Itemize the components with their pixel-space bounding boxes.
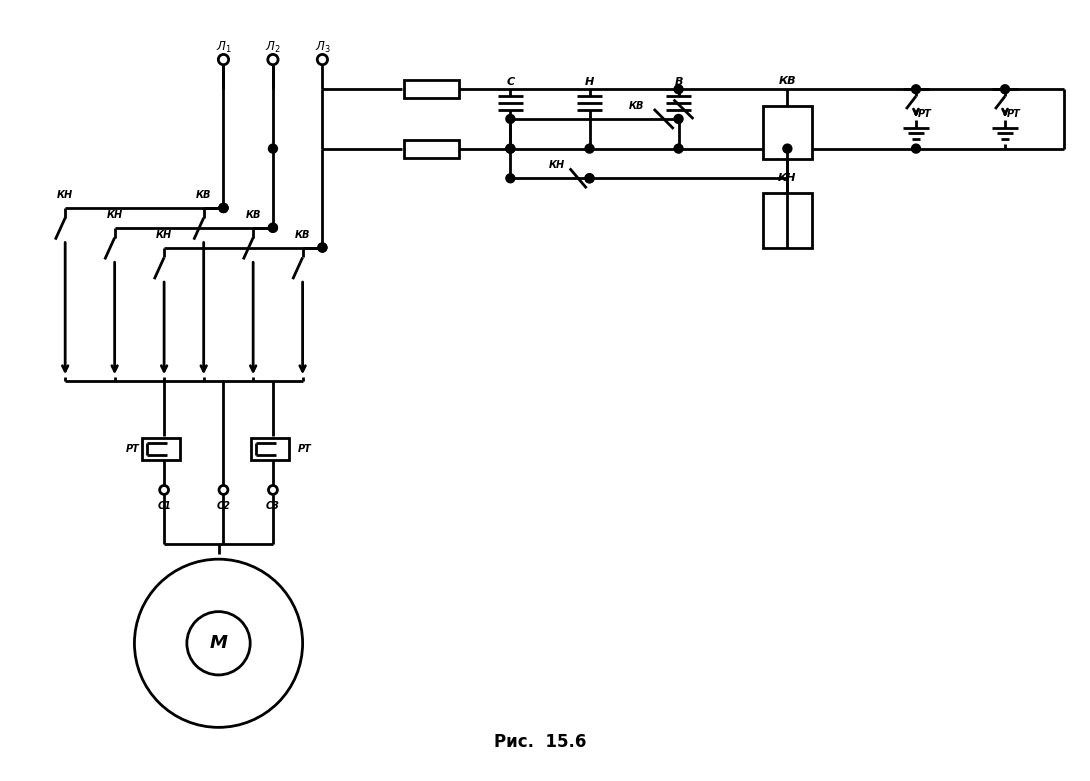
Circle shape <box>912 144 920 152</box>
Text: С2: С2 <box>217 501 230 511</box>
Text: В: В <box>675 77 682 87</box>
Text: Н: Н <box>585 77 594 87</box>
Bar <box>403 140 459 158</box>
Circle shape <box>317 55 328 65</box>
Text: РТ: РТ <box>918 109 932 119</box>
Text: С: С <box>507 77 514 87</box>
Circle shape <box>159 486 169 494</box>
Circle shape <box>269 224 277 231</box>
Circle shape <box>219 486 228 494</box>
Circle shape <box>585 174 593 182</box>
Circle shape <box>507 174 514 182</box>
Text: КВ: КВ <box>778 77 796 87</box>
Text: КН: КН <box>156 230 172 240</box>
Circle shape <box>507 144 514 152</box>
Text: КН: КН <box>57 190 73 200</box>
Circle shape <box>134 559 303 727</box>
Circle shape <box>585 174 593 182</box>
Circle shape <box>507 144 514 152</box>
Text: КН: КН <box>107 210 123 220</box>
Text: $\mathit{Л}_1$: $\mathit{Л}_1$ <box>216 40 231 55</box>
Circle shape <box>268 486 277 494</box>
Bar <box>403 80 459 98</box>
Circle shape <box>220 204 227 212</box>
Text: КН: КН <box>548 160 565 170</box>
Circle shape <box>912 85 920 93</box>
Circle shape <box>269 144 277 152</box>
Circle shape <box>675 115 682 123</box>
Text: КВ: КВ <box>629 101 644 111</box>
Text: КВ: КВ <box>295 230 311 240</box>
Circle shape <box>318 244 326 251</box>
Text: КВ: КВ <box>196 190 211 200</box>
Circle shape <box>675 144 682 152</box>
Text: РТ: РТ <box>298 444 312 455</box>
Text: С3: С3 <box>266 501 280 511</box>
Text: КН: КН <box>778 173 797 184</box>
Bar <box>763 106 812 159</box>
Text: С1: С1 <box>157 501 171 511</box>
Text: РТ: РТ <box>1007 109 1020 119</box>
Bar <box>143 438 180 460</box>
Circle shape <box>318 244 326 251</box>
Bar <box>251 438 289 460</box>
Bar <box>763 193 812 248</box>
Text: $\mathit{Л}_2$: $\mathit{Л}_2$ <box>265 40 281 55</box>
Text: М: М <box>209 634 228 652</box>
Circle shape <box>784 144 791 152</box>
Circle shape <box>268 55 278 65</box>
Text: РТ: РТ <box>125 444 140 455</box>
Text: $\mathit{Л}_3$: $\mathit{Л}_3$ <box>315 40 330 55</box>
Text: КВ: КВ <box>245 210 261 220</box>
Circle shape <box>585 144 593 152</box>
Circle shape <box>218 55 229 65</box>
Circle shape <box>675 85 682 93</box>
Circle shape <box>220 204 227 212</box>
Circle shape <box>1002 85 1009 93</box>
Circle shape <box>220 204 227 212</box>
Text: Рис.  15.6: Рис. 15.6 <box>494 733 586 751</box>
Circle shape <box>269 224 277 231</box>
Circle shape <box>507 115 514 123</box>
Circle shape <box>186 612 251 675</box>
